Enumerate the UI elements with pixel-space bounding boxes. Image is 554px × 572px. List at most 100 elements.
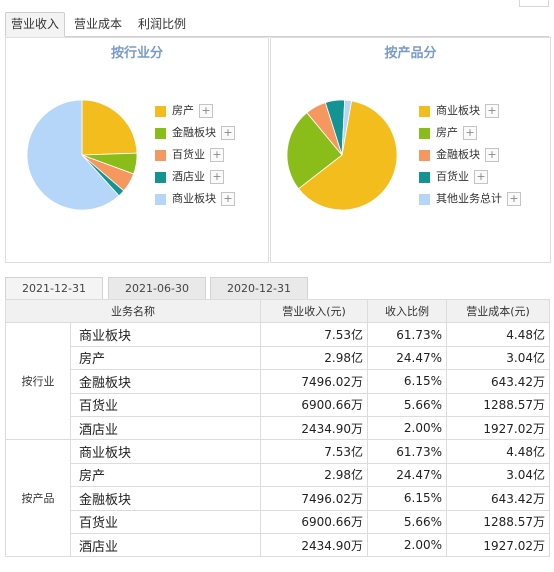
row-cost: 4.48亿 — [446, 439, 550, 464]
row-cost: 3.04亿 — [446, 345, 550, 371]
tab-cost[interactable]: 营业成本 — [73, 17, 122, 31]
row-name: 房产 — [70, 345, 261, 371]
row-cost: 1288.57万 — [446, 509, 550, 534]
row-ratio: 61.73% — [367, 322, 447, 347]
legend-label: 酒店业 — [172, 170, 205, 183]
legend-item-房产: 房产 + — [155, 100, 235, 122]
expand-plus-icon[interactable]: + — [463, 126, 477, 140]
legend-item-金融板块: 金融板块 + — [419, 144, 521, 166]
row-revenue: 7496.02万 — [260, 369, 368, 394]
row-revenue: 6900.66万 — [260, 392, 368, 417]
legend-swatch — [419, 172, 430, 183]
row-ratio: 6.15% — [367, 369, 447, 394]
table-row: 房产 2.98亿 24.47% 3.04亿 — [6, 462, 550, 488]
legend-item-商业板块: 商业板块 + — [419, 100, 521, 122]
pie-slice-其他业务总计[interactable] — [341, 99, 353, 156]
row-cost: 4.48亿 — [446, 322, 550, 347]
industry-pie-chart — [26, 99, 138, 211]
expand-plus-icon[interactable]: + — [210, 170, 224, 184]
report-date-tabs: 2021-12-31 2021-06-30 2020-12-31 — [5, 277, 549, 300]
row-revenue: 2.98亿 — [260, 345, 368, 371]
row-ratio: 24.47% — [367, 462, 447, 488]
row-ratio: 5.66% — [367, 509, 447, 534]
expand-plus-icon[interactable]: + — [221, 192, 235, 206]
pie-slice-房产[interactable] — [81, 99, 138, 156]
date-tab-2021-06-30[interactable]: 2021-06-30 — [108, 277, 206, 300]
product-pie-chart — [286, 99, 398, 211]
expand-plus-icon[interactable]: + — [507, 192, 521, 206]
product-chart-panel: 按产品分 商业板块 + 房产 + 金融板块 + 百货业 + 其他业务总计 + — [270, 37, 551, 263]
row-name: 百货业 — [70, 392, 261, 417]
tab-revenue[interactable]: 营业收入 — [5, 12, 65, 37]
row-name: 房产 — [70, 462, 261, 488]
legend-swatch — [155, 150, 166, 161]
table-row: 按产品 商业板块 7.53亿 61.73% 4.48亿 — [5, 439, 550, 558]
row-name: 金融板块 — [70, 369, 261, 394]
pie-slice-房产[interactable] — [286, 112, 343, 190]
legend-item-房产: 房产 + — [419, 122, 521, 144]
pie-slice-商业板块[interactable] — [297, 100, 398, 211]
group-label-industry: 按行业 — [5, 322, 71, 441]
legend-label: 其他业务总计 — [436, 192, 502, 205]
row-ratio: 24.47% — [367, 345, 447, 371]
row-cost: 1927.02万 — [446, 532, 550, 558]
row-revenue: 7496.02万 — [260, 486, 368, 511]
legend-swatch — [419, 150, 430, 161]
legend-swatch — [155, 194, 166, 205]
table-row: 房产 2.98亿 24.47% 3.04亿 — [6, 345, 550, 371]
row-ratio: 2.00% — [367, 532, 447, 558]
legend-label: 房产 — [172, 104, 194, 117]
expand-plus-icon[interactable]: + — [485, 104, 499, 118]
row-cost: 1288.57万 — [446, 392, 550, 417]
expand-plus-icon[interactable]: + — [485, 148, 499, 162]
date-tab-2020-12-31[interactable]: 2020-12-31 — [210, 277, 308, 300]
header-cost: 营业成本(元) — [446, 298, 550, 324]
expand-plus-icon[interactable]: + — [474, 170, 488, 184]
expand-plus-icon[interactable]: + — [199, 104, 213, 118]
table-row: 金融板块 7496.02万 6.15% 643.42万 — [6, 486, 550, 511]
row-ratio: 2.00% — [367, 415, 447, 441]
row-name: 商业板块 — [70, 322, 261, 347]
pie-slice-商业板块[interactable] — [26, 99, 120, 211]
legend-label: 金融板块 — [436, 148, 480, 161]
legend-swatch — [419, 128, 430, 139]
row-name: 酒店业 — [70, 415, 261, 441]
row-ratio: 61.73% — [367, 439, 447, 464]
product-legend: 商业板块 + 房产 + 金融板块 + 百货业 + 其他业务总计 + — [419, 100, 521, 210]
legend-swatch — [155, 128, 166, 139]
table-header-row: 业务名称 营业收入(元) 收入比例 营业成本(元) — [5, 298, 550, 324]
industry-chart-panel: 按行业分 房产 + 金融板块 + 百货业 + 酒店业 + 商业板块 + — [5, 37, 269, 263]
table-row: 酒店业 2434.90万 2.00% 1927.02万 — [6, 532, 550, 558]
table-row: 按行业 商业板块 7.53亿 61.73% 4.48亿 — [5, 322, 550, 441]
legend-swatch — [155, 106, 166, 117]
legend-label: 百货业 — [172, 148, 205, 161]
revenue-breakdown-table: 业务名称 营业收入(元) 收入比例 营业成本(元) 按行业 商业板块 7.53亿… — [5, 298, 550, 558]
row-revenue: 7.53亿 — [260, 439, 368, 464]
product-chart-title: 按产品分 — [384, 46, 437, 61]
header-business-name: 业务名称 — [5, 298, 261, 324]
row-revenue: 6900.66万 — [260, 509, 368, 534]
row-name: 金融板块 — [70, 486, 261, 511]
industry-legend: 房产 + 金融板块 + 百货业 + 酒店业 + 商业板块 + — [155, 100, 235, 210]
table-row: 酒店业 2434.90万 2.00% 1927.02万 — [6, 415, 550, 441]
legend-item-其他业务总计: 其他业务总计 + — [419, 188, 521, 210]
row-ratio: 5.66% — [367, 392, 447, 417]
row-cost: 643.42万 — [446, 369, 550, 394]
date-tab-2021-12-31[interactable]: 2021-12-31 — [5, 277, 103, 300]
row-name: 商业板块 — [70, 439, 261, 464]
row-name: 百货业 — [70, 509, 261, 534]
legend-item-百货业: 百货业 + — [155, 144, 235, 166]
tab-profit-ratio[interactable]: 利润比例 — [137, 17, 186, 31]
row-revenue: 2434.90万 — [260, 532, 368, 558]
row-cost: 3.04亿 — [446, 462, 550, 488]
header-revenue: 营业收入(元) — [260, 298, 368, 324]
legend-swatch — [419, 194, 430, 205]
expand-plus-icon[interactable]: + — [221, 126, 235, 140]
row-revenue: 7.53亿 — [260, 322, 368, 347]
legend-item-百货业: 百货业 + — [419, 166, 521, 188]
group-label-product: 按产品 — [5, 439, 71, 558]
industry-chart-title: 按行业分 — [110, 46, 163, 61]
row-cost: 1927.02万 — [446, 415, 550, 441]
expand-plus-icon[interactable]: + — [210, 148, 224, 162]
table-row: 百货业 6900.66万 5.66% 1288.57万 — [6, 392, 550, 417]
